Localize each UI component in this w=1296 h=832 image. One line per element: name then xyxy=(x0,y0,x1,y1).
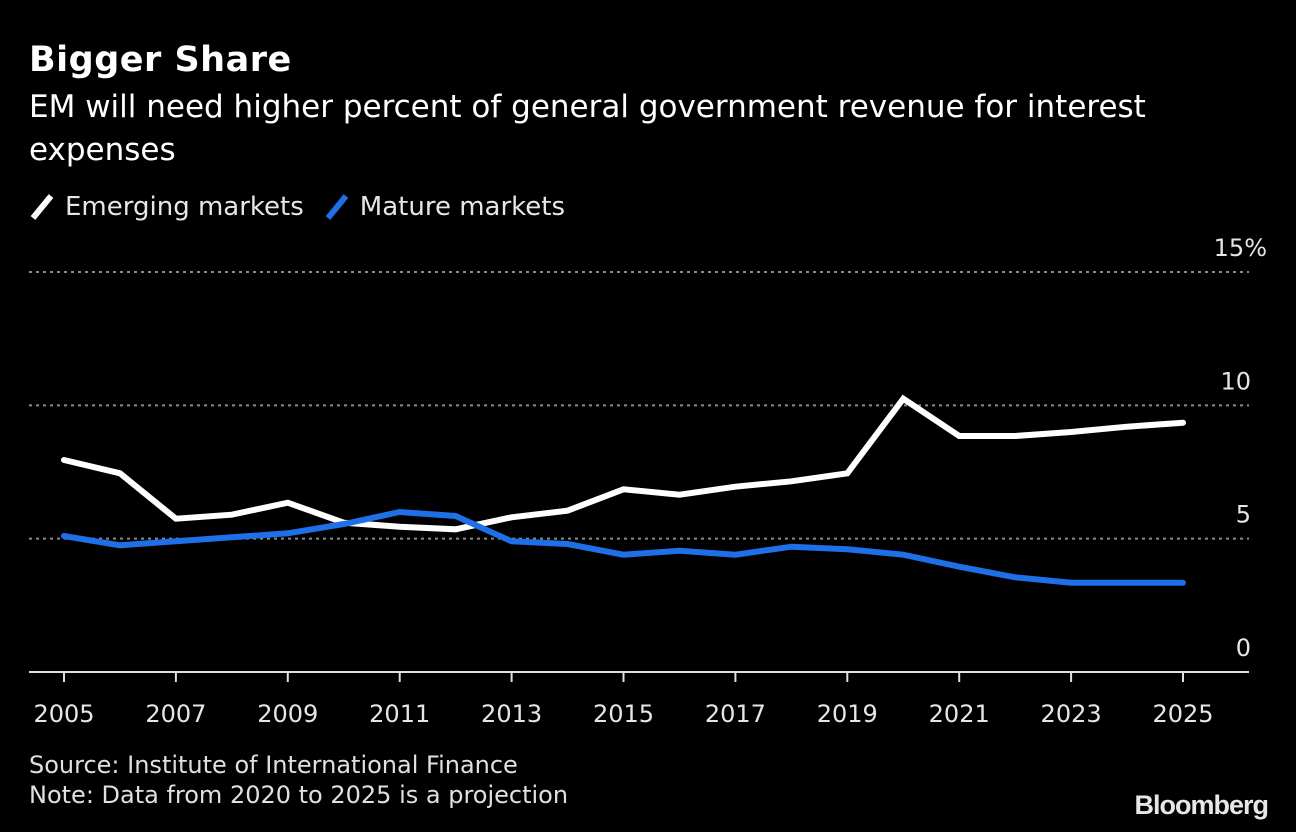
x-axis: 2005 2007 2009 2011 2013 2015 2017 2019 2021 2023… xyxy=(29,671,1249,728)
series-line-mature-markets xyxy=(61,508,1186,586)
x-tick-label: 2005 xyxy=(33,700,94,728)
gridlines xyxy=(29,271,1249,540)
x-tick-label: 2011 xyxy=(369,700,430,728)
x-tick-label: 2021 xyxy=(929,700,990,728)
legend-swatch-mature-icon xyxy=(325,194,349,220)
legend-item-mature: Mature markets xyxy=(324,192,565,222)
y-tick-label: 0 xyxy=(1236,634,1251,662)
source-note: Source: Institute of International Finan… xyxy=(29,751,518,779)
chart-title: Bigger Share xyxy=(29,40,292,80)
chart-subtitle: EM will need higher percent of general g… xyxy=(29,89,1146,168)
y-tick-label: 10 xyxy=(1220,367,1251,395)
x-tick-label: 2015 xyxy=(593,700,654,728)
legend-label-emerging: Emerging markets xyxy=(65,192,304,222)
x-tick-label: 2017 xyxy=(705,700,766,728)
x-tick-label: 2013 xyxy=(481,700,542,728)
x-tick-label: 2007 xyxy=(145,700,206,728)
x-tick-label: 2019 xyxy=(817,700,878,728)
y-axis-tick-labels: 0 5 10 15% xyxy=(1214,234,1267,662)
y-tick-label: 15% xyxy=(1214,234,1267,262)
x-tick-label: 2009 xyxy=(257,700,318,728)
legend-swatch-emerging-icon xyxy=(30,194,54,220)
chart-footer: Source: Institute of International Finan… xyxy=(29,750,568,810)
legend: Emerging markets Mature markets xyxy=(29,192,585,222)
x-tick-label: 2025 xyxy=(1152,700,1213,728)
legend-item-emerging: Emerging markets xyxy=(29,192,304,222)
y-tick-label: 5 xyxy=(1236,501,1251,529)
bloomberg-logo: Bloomberg xyxy=(1134,790,1269,820)
projection-note: Note: Data from 2020 to 2025 is a projec… xyxy=(29,781,569,809)
x-tick-label: 2023 xyxy=(1041,700,1102,728)
series-line-emerging-markets xyxy=(61,394,1186,533)
series-lines xyxy=(61,394,1186,586)
legend-label-mature: Mature markets xyxy=(359,192,566,222)
